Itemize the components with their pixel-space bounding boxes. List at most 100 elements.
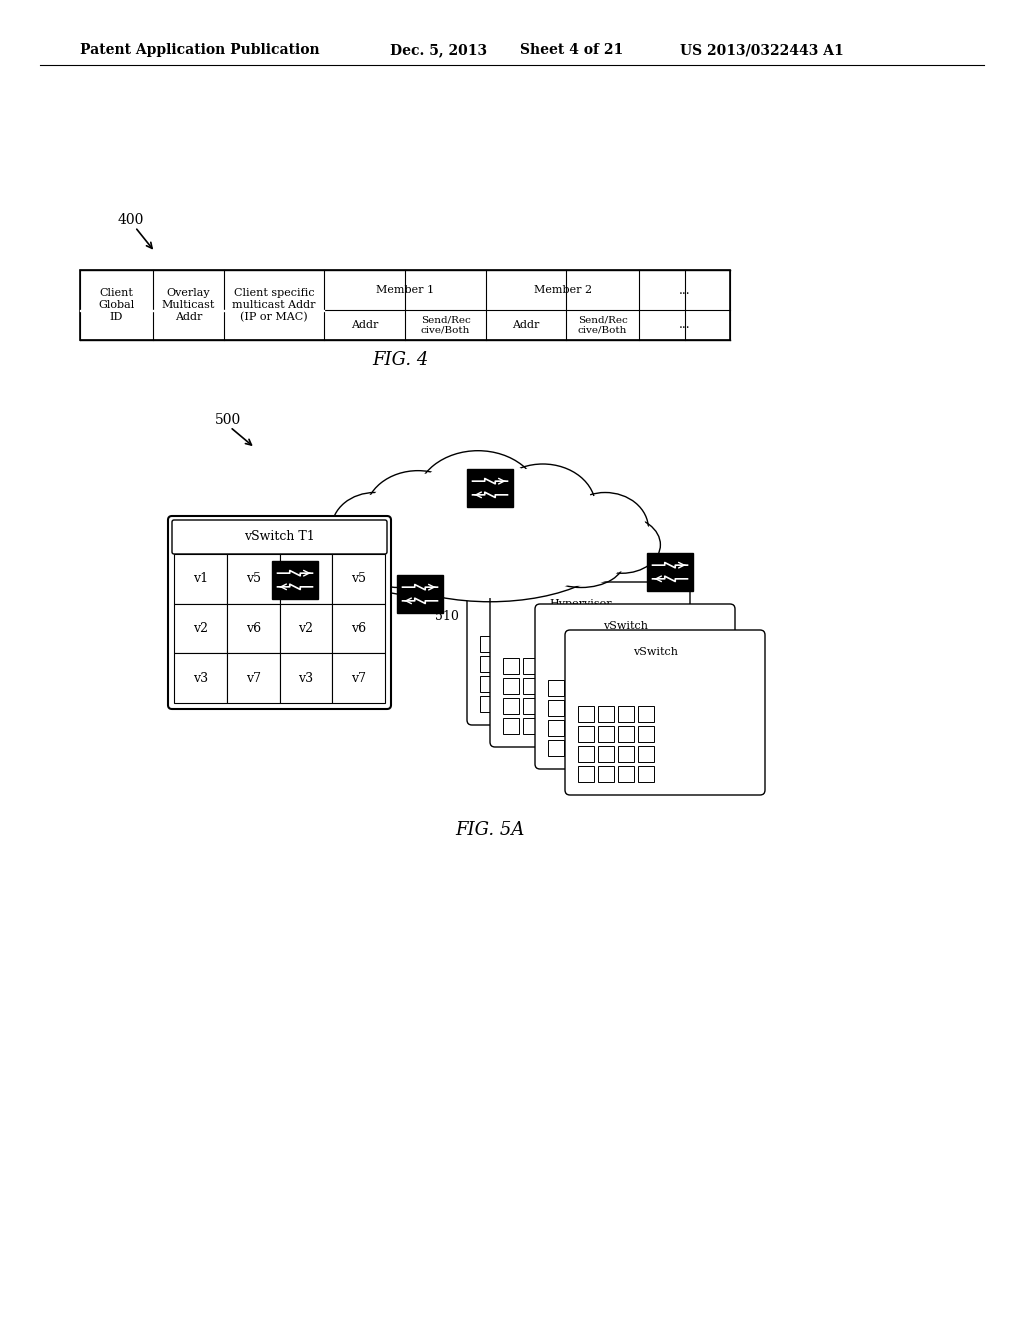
Text: ...: ... bbox=[679, 284, 690, 297]
Bar bbox=[520, 696, 536, 711]
FancyBboxPatch shape bbox=[565, 630, 765, 795]
Text: v3: v3 bbox=[193, 672, 208, 685]
Bar bbox=[568, 680, 584, 696]
Bar bbox=[280, 603, 332, 653]
Text: Client specific
multicast Addr
(IP or MAC): Client specific multicast Addr (IP or MA… bbox=[232, 288, 315, 322]
Text: Addr: Addr bbox=[513, 319, 540, 330]
Bar bbox=[647, 553, 693, 591]
Bar bbox=[280, 554, 332, 603]
Bar bbox=[563, 698, 579, 714]
Text: v7: v7 bbox=[351, 672, 367, 685]
Bar bbox=[618, 746, 634, 762]
Ellipse shape bbox=[586, 517, 658, 572]
Text: 400: 400 bbox=[118, 213, 144, 227]
Bar bbox=[480, 636, 496, 652]
Bar bbox=[568, 700, 584, 715]
Bar bbox=[578, 766, 594, 781]
Bar bbox=[540, 636, 556, 652]
Ellipse shape bbox=[564, 495, 646, 562]
Ellipse shape bbox=[322, 517, 394, 572]
Ellipse shape bbox=[475, 543, 562, 590]
Bar bbox=[568, 719, 584, 737]
Bar bbox=[588, 680, 604, 696]
Ellipse shape bbox=[538, 535, 625, 587]
Bar bbox=[598, 726, 614, 742]
Bar bbox=[523, 657, 539, 675]
Ellipse shape bbox=[416, 450, 541, 549]
Ellipse shape bbox=[420, 454, 537, 546]
Text: ...: ... bbox=[679, 318, 690, 331]
Text: v1: v1 bbox=[298, 573, 313, 585]
Text: v3: v3 bbox=[298, 672, 313, 685]
Bar bbox=[332, 653, 385, 704]
Bar bbox=[568, 741, 584, 756]
Bar bbox=[503, 698, 519, 714]
Bar bbox=[618, 726, 634, 742]
Text: FIG. 4: FIG. 4 bbox=[372, 351, 428, 370]
Bar bbox=[543, 657, 559, 675]
Bar bbox=[480, 656, 496, 672]
Ellipse shape bbox=[369, 473, 468, 553]
Bar bbox=[638, 706, 654, 722]
Bar bbox=[578, 746, 594, 762]
Bar bbox=[608, 700, 624, 715]
Bar bbox=[540, 656, 556, 672]
Bar bbox=[563, 657, 579, 675]
Bar bbox=[543, 718, 559, 734]
Text: Hypervisor: Hypervisor bbox=[549, 599, 611, 609]
Text: Client
Global
ID: Client Global ID bbox=[98, 288, 134, 322]
Ellipse shape bbox=[490, 465, 596, 549]
Bar bbox=[480, 696, 496, 711]
Text: v5: v5 bbox=[246, 573, 261, 585]
Bar bbox=[272, 561, 318, 599]
Bar bbox=[503, 718, 519, 734]
Bar bbox=[588, 700, 604, 715]
Bar bbox=[548, 741, 564, 756]
Ellipse shape bbox=[334, 495, 416, 562]
Text: v2: v2 bbox=[193, 622, 208, 635]
Bar bbox=[608, 680, 624, 696]
Text: FIG. 5A: FIG. 5A bbox=[456, 821, 524, 840]
Bar bbox=[588, 741, 604, 756]
Bar bbox=[480, 676, 496, 692]
Bar bbox=[608, 719, 624, 737]
Text: Send/Rec
cive/Both: Send/Rec cive/Both bbox=[578, 315, 628, 335]
Ellipse shape bbox=[584, 516, 660, 573]
Ellipse shape bbox=[332, 492, 418, 565]
Bar bbox=[520, 656, 536, 672]
Text: Addr: Addr bbox=[350, 319, 378, 330]
Bar bbox=[80, 271, 730, 341]
Bar bbox=[520, 636, 536, 652]
Ellipse shape bbox=[421, 544, 502, 589]
Bar bbox=[540, 676, 556, 692]
Bar bbox=[598, 706, 614, 722]
Ellipse shape bbox=[366, 471, 471, 556]
Ellipse shape bbox=[358, 478, 622, 602]
Text: Dec. 5, 2013: Dec. 5, 2013 bbox=[390, 44, 487, 57]
Ellipse shape bbox=[494, 466, 593, 546]
Text: vSwitch T1: vSwitch T1 bbox=[244, 529, 314, 543]
Text: v2: v2 bbox=[298, 622, 313, 635]
Bar bbox=[503, 657, 519, 675]
Bar bbox=[548, 719, 564, 737]
Text: v6: v6 bbox=[351, 622, 367, 635]
Bar bbox=[500, 676, 516, 692]
Bar bbox=[280, 653, 332, 704]
Bar bbox=[578, 706, 594, 722]
Text: Send/Rec
cive/Both: Send/Rec cive/Both bbox=[421, 315, 470, 335]
Bar bbox=[588, 719, 604, 737]
Bar bbox=[332, 603, 385, 653]
Bar bbox=[226, 653, 280, 704]
Bar bbox=[563, 678, 579, 694]
Ellipse shape bbox=[562, 492, 648, 565]
FancyBboxPatch shape bbox=[172, 520, 387, 554]
Text: v6: v6 bbox=[246, 622, 261, 635]
Bar bbox=[618, 766, 634, 781]
Bar bbox=[638, 726, 654, 742]
Bar bbox=[226, 554, 280, 603]
Bar bbox=[523, 678, 539, 694]
Bar bbox=[578, 726, 594, 742]
Text: vSwitch: vSwitch bbox=[603, 620, 648, 631]
Ellipse shape bbox=[541, 536, 622, 586]
Ellipse shape bbox=[319, 516, 396, 573]
